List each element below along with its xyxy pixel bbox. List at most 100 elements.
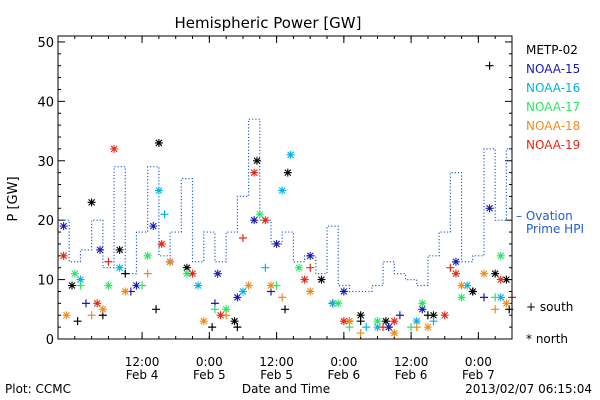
x-axis-label: Date and Time <box>242 382 330 396</box>
north-point-marker <box>272 239 281 248</box>
legend-ovation-line2: Prime HPI <box>526 222 584 236</box>
north-point-marker <box>339 317 348 326</box>
x-tick-date: Feb 7 <box>462 368 495 382</box>
north-point-marker <box>76 275 85 284</box>
x-tick-date: Feb 6 <box>328 368 361 382</box>
north-point-marker <box>502 299 511 308</box>
north-point-marker <box>356 311 365 320</box>
legend-item: NOAA-16 <box>526 81 580 95</box>
north-point-marker <box>59 251 68 260</box>
south-point-marker <box>152 305 161 314</box>
y-tick-label: 0 <box>46 333 54 348</box>
north-point-marker <box>115 263 124 272</box>
north-point-marker <box>143 251 152 260</box>
legend-ovation-line1: – Ovation <box>516 209 573 223</box>
north-point-marker <box>412 317 421 326</box>
north-point-marker <box>93 299 102 308</box>
south-point-marker <box>412 323 421 332</box>
north-point-marker <box>182 269 191 278</box>
north-point-marker <box>250 216 259 225</box>
north-point-marker <box>468 287 477 296</box>
south-point-marker <box>76 281 85 290</box>
north-point-marker <box>238 287 247 296</box>
north-point-marker <box>250 168 259 177</box>
north-point-marker <box>194 281 203 290</box>
x-tick-time: 0:00 <box>196 355 223 369</box>
legend-north-marker: * north <box>526 332 568 346</box>
north-point-marker <box>381 317 390 326</box>
north-point-marker <box>154 138 163 147</box>
north-point-marker <box>87 198 96 207</box>
south-point-marker <box>491 305 500 314</box>
ovation-series <box>58 118 512 293</box>
ovation-line <box>58 118 512 293</box>
north-point-marker <box>68 281 77 290</box>
north-point-marker <box>345 317 354 326</box>
y-tick-label: 20 <box>37 214 54 229</box>
south-point-marker <box>379 323 388 332</box>
north-point-marker <box>166 257 175 266</box>
chart-title: Hemispheric Power [GW] <box>175 14 362 32</box>
north-point-marker <box>418 305 427 314</box>
y-axis-label: P [GW] <box>6 176 21 221</box>
north-point-marker <box>98 305 107 314</box>
x-tick-date: Feb 6 <box>395 368 428 382</box>
x-tick-time: 12:00 <box>125 355 160 369</box>
north-point-marker <box>328 299 337 308</box>
north-point-marker <box>496 293 505 302</box>
x-tick-date: Feb 4 <box>126 368 159 382</box>
north-point-marker <box>373 317 382 326</box>
south-point-marker <box>87 311 96 320</box>
north-point-marker <box>479 269 488 278</box>
south-point-marker <box>210 305 219 314</box>
legend-south-marker: + south <box>526 300 573 314</box>
south-point-marker <box>238 234 247 242</box>
y-tick-label: 30 <box>37 155 54 170</box>
south-point-marker <box>395 311 404 320</box>
south-point-marker <box>306 263 315 272</box>
legend-item: NOAA-17 <box>526 100 580 114</box>
north-point-marker <box>104 281 113 290</box>
north-point-marker <box>216 311 225 320</box>
x-tick-time: 12:00 <box>259 355 294 369</box>
north-point-marker <box>295 263 304 272</box>
south-point-marker <box>281 305 289 314</box>
north-point-marker <box>384 323 393 332</box>
south-point-marker <box>261 263 270 272</box>
north-point-marker <box>286 150 295 159</box>
north-point-marker <box>132 281 141 290</box>
south-point-marker <box>479 293 488 302</box>
data-points <box>59 61 516 338</box>
north-point-marker <box>317 275 326 284</box>
north-point-marker <box>222 305 231 314</box>
north-point-marker <box>306 251 315 260</box>
north-point-marker <box>423 323 432 332</box>
x-tick-time: 12:00 <box>394 355 429 369</box>
footer-credit: Plot: CCMC <box>5 382 71 396</box>
north-point-marker <box>230 317 239 326</box>
north-point-marker <box>266 281 275 290</box>
south-point-marker <box>138 281 147 290</box>
south-point-marker <box>73 317 82 326</box>
x-tick-time: 0:00 <box>465 355 492 369</box>
footer-timestamp: 2013/02/07 06:15:04 <box>465 382 592 396</box>
north-point-marker <box>213 269 222 278</box>
north-point-marker <box>154 186 163 195</box>
north-point-marker <box>496 251 505 260</box>
north-point-marker <box>339 287 348 296</box>
north-point-marker <box>457 293 466 302</box>
north-point-marker <box>115 245 124 254</box>
x-tick-date: Feb 5 <box>193 368 226 382</box>
north-point-marker <box>451 257 460 266</box>
north-point-marker <box>300 275 309 284</box>
north-point-marker <box>390 317 399 326</box>
north-point-marker <box>188 269 197 278</box>
north-point-marker <box>496 275 505 284</box>
north-point-marker <box>62 311 71 320</box>
north-point-marker <box>157 239 166 248</box>
south-point-marker <box>121 269 130 278</box>
plot-area <box>57 35 513 340</box>
north-point-marker <box>334 299 343 308</box>
south-point-marker <box>356 329 365 338</box>
